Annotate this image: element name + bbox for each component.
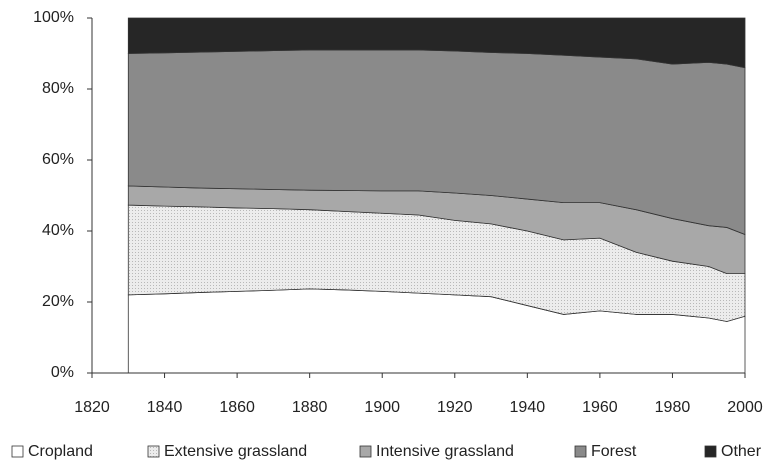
- x-tick-label: 1940: [510, 399, 546, 416]
- legend-swatch: [147, 445, 160, 458]
- y-tick-label: 40%: [42, 222, 74, 239]
- legend-label: Cropland: [28, 443, 93, 460]
- y-tick-label: 60%: [42, 151, 74, 168]
- x-tick-label: 1920: [437, 399, 473, 416]
- x-tick-label: 1880: [292, 399, 328, 416]
- x-tick-label: 2000: [727, 399, 763, 416]
- legend-swatch: [704, 445, 717, 458]
- x-tick-label: 1860: [219, 399, 255, 416]
- legend-swatch: [359, 445, 372, 458]
- legend-label: Other: [721, 443, 762, 460]
- x-tick-label: 1820: [74, 399, 110, 416]
- legend-label: Intensive grassland: [376, 443, 514, 460]
- x-tick-label: 1960: [582, 399, 618, 416]
- y-tick-label: 20%: [42, 293, 74, 310]
- x-tick-label: 1980: [655, 399, 691, 416]
- y-tick-label: 80%: [42, 80, 74, 97]
- legend-label: Forest: [591, 443, 637, 460]
- x-tick-label: 1840: [147, 399, 183, 416]
- y-tick-label: 100%: [33, 9, 74, 26]
- legend-swatch: [574, 445, 587, 458]
- x-tick-label: 1900: [364, 399, 400, 416]
- legend-label: Extensive grassland: [164, 443, 307, 460]
- y-tick-label: 0%: [51, 364, 74, 381]
- legend-swatch: [11, 445, 24, 458]
- area: [127, 17, 746, 69]
